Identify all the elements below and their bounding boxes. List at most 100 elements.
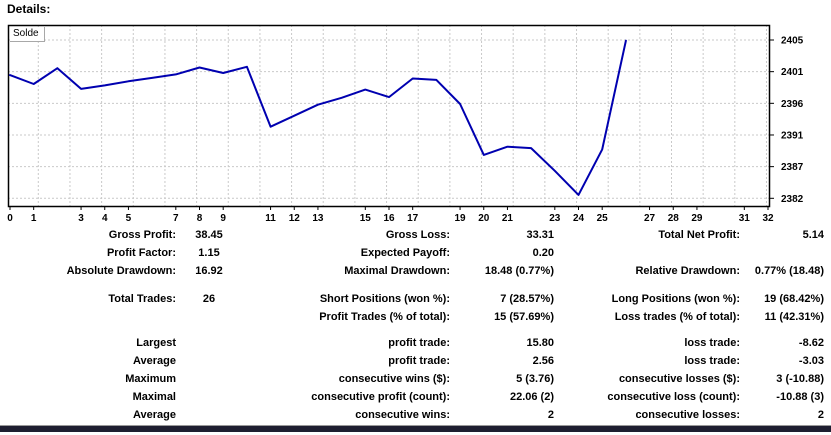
bottom-divider bbox=[0, 425, 831, 432]
x-tick-label: 0 bbox=[7, 213, 13, 224]
x-tick-label: 29 bbox=[691, 213, 703, 224]
stat-value: 16.92 bbox=[195, 265, 223, 277]
stat-label: loss trade: bbox=[684, 355, 740, 367]
table-row: Gross Profit: 38.45 Gross Loss: 33.31 Total … bbox=[0, 226, 828, 244]
stat-value: -8.62 bbox=[798, 337, 824, 349]
stat-value bbox=[178, 308, 240, 326]
table-row: Maximum consecutive wins ($): 5 (3.76) cons… bbox=[0, 370, 828, 388]
x-tick-label: 28 bbox=[668, 213, 680, 224]
x-tick-label: 4 bbox=[102, 213, 108, 224]
y-tick-label: 2387 bbox=[781, 162, 804, 173]
stat-value: 0.20 bbox=[532, 247, 554, 259]
balance-chart: 2405 2401 2396 2391 2387 2382 0 1 3 4 5 7 8 9 11 12 13 15… bbox=[7, 24, 804, 224]
stat-value: 15.80 bbox=[526, 337, 554, 349]
table-row: Total Trades: 26 Short Positions (won %): 7… bbox=[0, 290, 828, 308]
stat-label: profit trade: bbox=[388, 355, 450, 367]
stat-value: 2 bbox=[547, 409, 554, 421]
x-tick-label: 3 bbox=[78, 213, 84, 224]
stat-label: Absolute Drawdown: bbox=[66, 265, 176, 277]
stat-value: 5.14 bbox=[802, 229, 824, 241]
x-tick-label: 19 bbox=[455, 213, 467, 224]
stats-table: Gross Profit: 38.45 Gross Loss: 33.31 Total … bbox=[0, 226, 828, 424]
chart-legend: Solde bbox=[10, 27, 45, 42]
table-row: Profit Factor: 1.15 Expected Payoff: 0.20 bbox=[0, 244, 828, 262]
stat-label: Gross Loss: bbox=[385, 229, 450, 241]
x-tick-label: 31 bbox=[739, 213, 751, 224]
stat-label: consecutive losses: bbox=[635, 409, 740, 421]
x-tick-label: 24 bbox=[573, 213, 585, 224]
stat-label: consecutive loss (count): bbox=[607, 391, 740, 403]
table-row: Average profit trade: 2.56 loss trade: -3.03 bbox=[0, 352, 828, 370]
stat-label: Average bbox=[132, 409, 176, 421]
x-tick-label: 9 bbox=[220, 213, 226, 224]
stat-value: 15 (57.69%) bbox=[494, 311, 554, 323]
stat-value: 7 (28.57%) bbox=[500, 293, 554, 305]
stat-value: 1.15 bbox=[198, 247, 220, 259]
stat-label: consecutive profit (count): bbox=[311, 391, 450, 403]
stat-label: Maximal Drawdown: bbox=[344, 265, 450, 277]
stat-label: Maximum bbox=[125, 373, 176, 385]
stat-label: Long Positions (won %): bbox=[611, 293, 740, 305]
stat-label: Largest bbox=[136, 337, 176, 349]
stat-label: Short Positions (won %): bbox=[319, 293, 450, 305]
stat-value: -3.03 bbox=[798, 355, 824, 367]
stat-value: 5 (3.76) bbox=[516, 373, 554, 385]
stat-label bbox=[560, 244, 742, 262]
table-row: Largest profit trade: 15.80 loss trade: -8.6… bbox=[0, 334, 828, 352]
stat-label: Gross Profit: bbox=[108, 229, 176, 241]
stat-label: Maximal bbox=[132, 391, 176, 403]
stat-value: 3 (-10.88) bbox=[776, 373, 824, 385]
stat-label bbox=[0, 308, 178, 326]
stat-value: 38.45 bbox=[195, 229, 223, 241]
y-tick-label: 2391 bbox=[781, 130, 804, 141]
balance-line bbox=[9, 39, 627, 196]
stat-value: 19 (68.42%) bbox=[764, 293, 824, 305]
stat-label: Relative Drawdown: bbox=[635, 265, 740, 277]
y-tick-label: 2401 bbox=[781, 67, 804, 78]
stat-value: 2.56 bbox=[532, 355, 554, 367]
x-tick-label: 17 bbox=[407, 213, 419, 224]
stat-value bbox=[742, 244, 828, 262]
stat-label: consecutive wins ($): bbox=[338, 373, 450, 385]
stat-value: 11 (42.31%) bbox=[764, 311, 824, 323]
x-tick-label: 16 bbox=[383, 213, 395, 224]
x-tick-label: 11 bbox=[265, 213, 276, 224]
stat-label: Profit Factor: bbox=[106, 247, 176, 259]
x-tick-label: 7 bbox=[173, 213, 179, 224]
x-tick-label: 12 bbox=[289, 213, 301, 224]
section-title: Details: bbox=[7, 2, 51, 16]
y-tick-label: 2405 bbox=[781, 36, 804, 47]
table-row: Profit Trades (% of total): 15 (57.69%) Lo… bbox=[0, 308, 828, 326]
y-tick-label: 2382 bbox=[781, 194, 804, 205]
x-tick-label: 8 bbox=[197, 213, 203, 224]
x-tick-label: 27 bbox=[644, 213, 656, 224]
stat-label: consecutive wins: bbox=[355, 409, 450, 421]
x-tick-label: 23 bbox=[549, 213, 561, 224]
stat-label: loss trade: bbox=[684, 337, 740, 349]
stat-value: 26 bbox=[202, 293, 216, 305]
stat-value: 33.31 bbox=[526, 229, 554, 241]
stat-label: Loss trades (% of total): bbox=[614, 311, 740, 323]
x-tick-label: 5 bbox=[126, 213, 132, 224]
stat-value bbox=[178, 352, 240, 370]
x-tick-label: 1 bbox=[31, 213, 37, 224]
x-tick-label: 25 bbox=[597, 213, 609, 224]
stat-value: 18.48 (0.77%) bbox=[484, 265, 554, 277]
table-row: Average consecutive wins: 2 consecutive los… bbox=[0, 406, 828, 424]
stat-label: consecutive losses ($): bbox=[618, 373, 740, 385]
x-tick-label: 20 bbox=[478, 213, 490, 224]
y-tick-label: 2396 bbox=[781, 99, 804, 110]
table-row: Absolute Drawdown: 16.92 Maximal Drawdown:… bbox=[0, 262, 828, 280]
stat-value: 0.77% (18.48) bbox=[754, 265, 824, 277]
x-tick-label: 21 bbox=[502, 213, 514, 224]
x-tick-label: 32 bbox=[762, 213, 774, 224]
stat-value: 2 bbox=[817, 409, 824, 421]
stat-label: Total Trades: bbox=[108, 293, 176, 305]
stat-label: profit trade: bbox=[388, 337, 450, 349]
stat-value: -10.88 (3) bbox=[776, 391, 824, 403]
stat-label: Average bbox=[132, 355, 176, 367]
stat-value bbox=[178, 388, 240, 406]
stat-value: 22.06 (2) bbox=[509, 391, 554, 403]
